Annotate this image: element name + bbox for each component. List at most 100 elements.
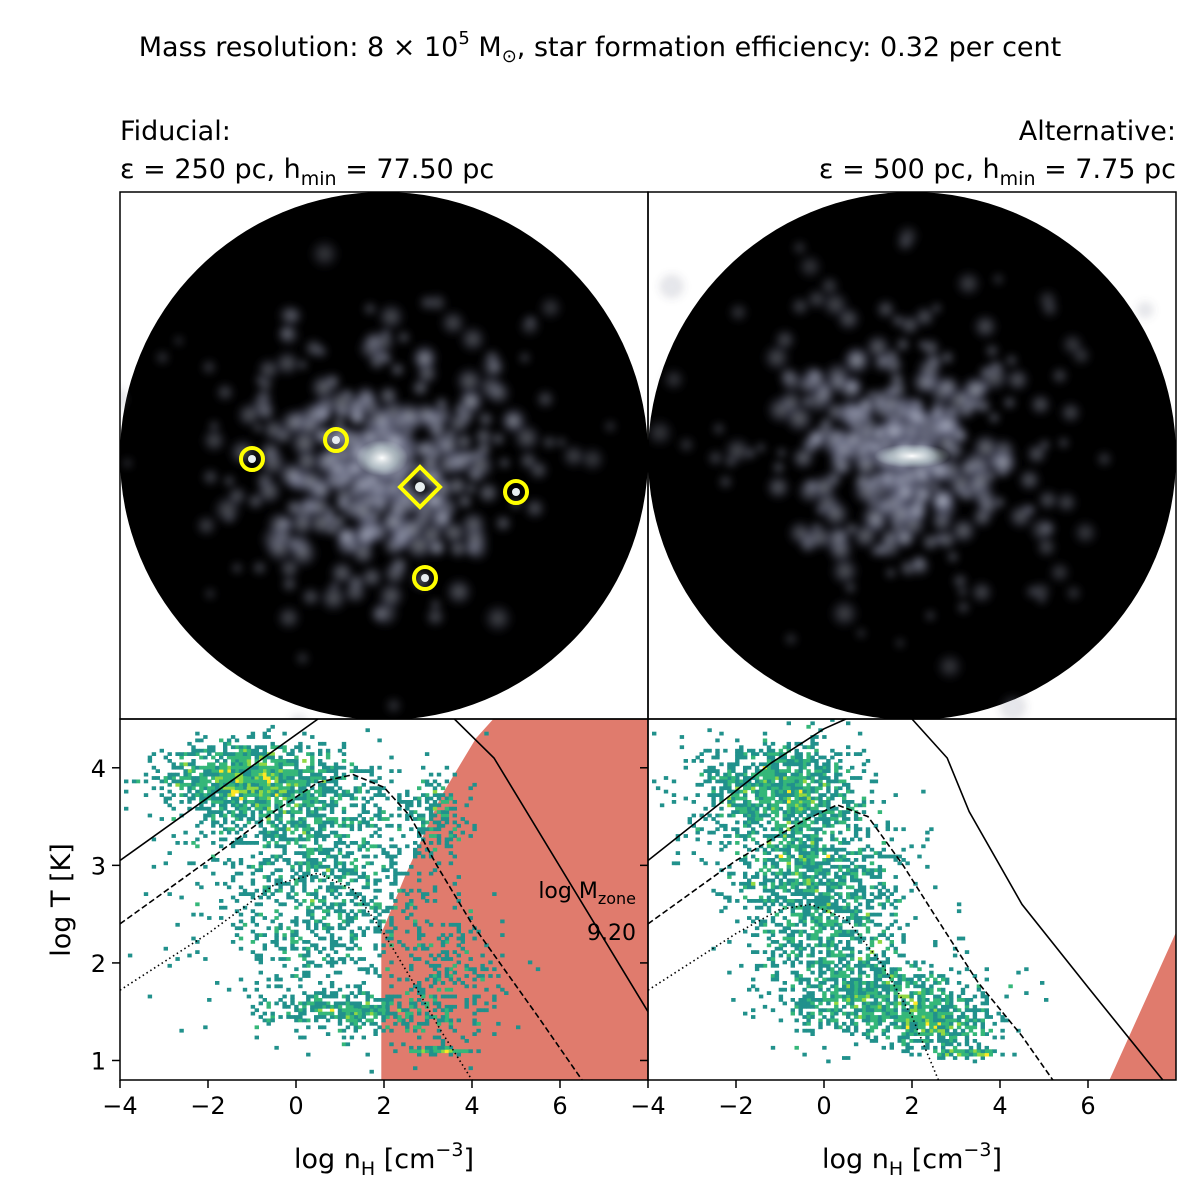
histogram-cell xyxy=(822,793,827,797)
histogram-cell xyxy=(751,752,756,756)
histogram-cell xyxy=(810,1015,815,1019)
histogram-cell xyxy=(747,803,752,808)
histogram-cell xyxy=(747,800,752,804)
histogram-cell xyxy=(869,1008,875,1013)
histogram-cell xyxy=(242,800,248,804)
histogram-cell xyxy=(444,1004,450,1009)
histogram-cell xyxy=(869,854,875,859)
histogram-cell xyxy=(325,1004,331,1009)
gas-clump xyxy=(376,580,407,611)
histogram-cell xyxy=(861,970,867,975)
histogram-cell xyxy=(250,810,256,814)
histogram-cell xyxy=(751,1015,756,1019)
histogram-cell xyxy=(314,1001,319,1006)
histogram-cell xyxy=(964,950,970,954)
histogram-cell xyxy=(318,762,323,767)
histogram-cell xyxy=(274,817,279,821)
histogram-cell xyxy=(770,748,776,753)
histogram-cell xyxy=(715,748,720,753)
histogram-cell xyxy=(199,820,204,825)
histogram-cell xyxy=(850,776,855,780)
histogram-cell xyxy=(901,1011,906,1016)
histogram-cell xyxy=(782,755,787,760)
histogram-cell xyxy=(751,854,756,859)
histogram-cell xyxy=(428,851,434,855)
histogram-cell xyxy=(294,837,299,842)
histogram-cell xyxy=(436,1021,442,1026)
histogram-cell xyxy=(369,1069,374,1074)
histogram-cell xyxy=(298,776,303,780)
histogram-cell xyxy=(314,1004,319,1009)
histogram-cell xyxy=(369,919,374,924)
histogram-cell xyxy=(266,926,271,931)
histogram-cell xyxy=(770,752,776,756)
histogram-cell xyxy=(333,902,339,907)
histogram-cell xyxy=(802,820,807,825)
histogram-cell xyxy=(314,919,319,924)
histogram-cell xyxy=(424,752,430,756)
gas-clump xyxy=(276,303,301,328)
histogram-cell xyxy=(432,974,438,978)
histogram-cell xyxy=(814,899,819,903)
histogram-cell xyxy=(838,875,843,879)
histogram-cell xyxy=(822,1008,827,1013)
histogram-cell xyxy=(1000,1028,1005,1033)
histogram-cell xyxy=(325,765,331,770)
histogram-cell xyxy=(294,892,299,896)
histogram-cell xyxy=(877,1008,883,1013)
gas-clump xyxy=(324,455,351,482)
histogram-cell xyxy=(310,769,315,773)
histogram-cell xyxy=(432,957,438,961)
histogram-cell xyxy=(830,919,835,924)
histogram-cell xyxy=(318,786,323,791)
histogram-cell xyxy=(857,933,863,937)
histogram-cell xyxy=(341,1015,347,1019)
histogram-cell xyxy=(258,823,263,828)
histogram-cell xyxy=(770,837,776,842)
histogram-cell xyxy=(830,1008,835,1013)
histogram-cell xyxy=(822,772,827,777)
histogram-cell xyxy=(727,871,732,876)
histogram-cell xyxy=(207,779,212,784)
histogram-cell xyxy=(211,841,216,845)
histogram-cell xyxy=(802,905,807,910)
histogram-cell xyxy=(822,963,827,968)
histogram-cell xyxy=(278,1015,283,1019)
histogram-cell xyxy=(770,940,776,944)
histogram-cell xyxy=(250,881,256,886)
histogram-cell xyxy=(278,837,283,842)
histogram-cell xyxy=(397,977,402,982)
histogram-cell xyxy=(440,1042,446,1047)
histogram-cell xyxy=(846,841,851,845)
histogram-cell xyxy=(731,779,736,784)
histogram-cell xyxy=(814,984,819,989)
histogram-cell xyxy=(234,830,240,835)
histogram-cell xyxy=(861,762,867,767)
histogram-cell xyxy=(735,759,740,763)
histogram-cell xyxy=(956,902,962,907)
histogram-cell xyxy=(302,776,307,780)
histogram-cell xyxy=(826,779,831,784)
gas-clump xyxy=(1064,583,1083,603)
histogram-cell xyxy=(751,881,756,886)
histogram-cell xyxy=(834,837,839,842)
histogram-cell xyxy=(306,752,311,756)
histogram-cell xyxy=(314,830,319,835)
histogram-cell xyxy=(873,851,879,855)
histogram-cell xyxy=(794,748,799,753)
histogram-cell xyxy=(818,793,823,797)
histogram-cell xyxy=(310,929,315,934)
histogram-cell xyxy=(747,834,752,838)
histogram-cell xyxy=(262,844,267,849)
histogram-cell xyxy=(270,871,275,876)
gas-clump xyxy=(987,411,1001,425)
histogram-cell xyxy=(314,861,319,866)
histogram-cell xyxy=(207,813,212,818)
histogram-cell xyxy=(413,946,418,951)
histogram-cell xyxy=(298,868,303,873)
histogram-cell xyxy=(405,1028,410,1033)
histogram-cell xyxy=(790,950,795,954)
histogram-cell xyxy=(369,963,374,968)
histogram-cell xyxy=(869,899,875,903)
histogram-cell xyxy=(337,1001,343,1006)
